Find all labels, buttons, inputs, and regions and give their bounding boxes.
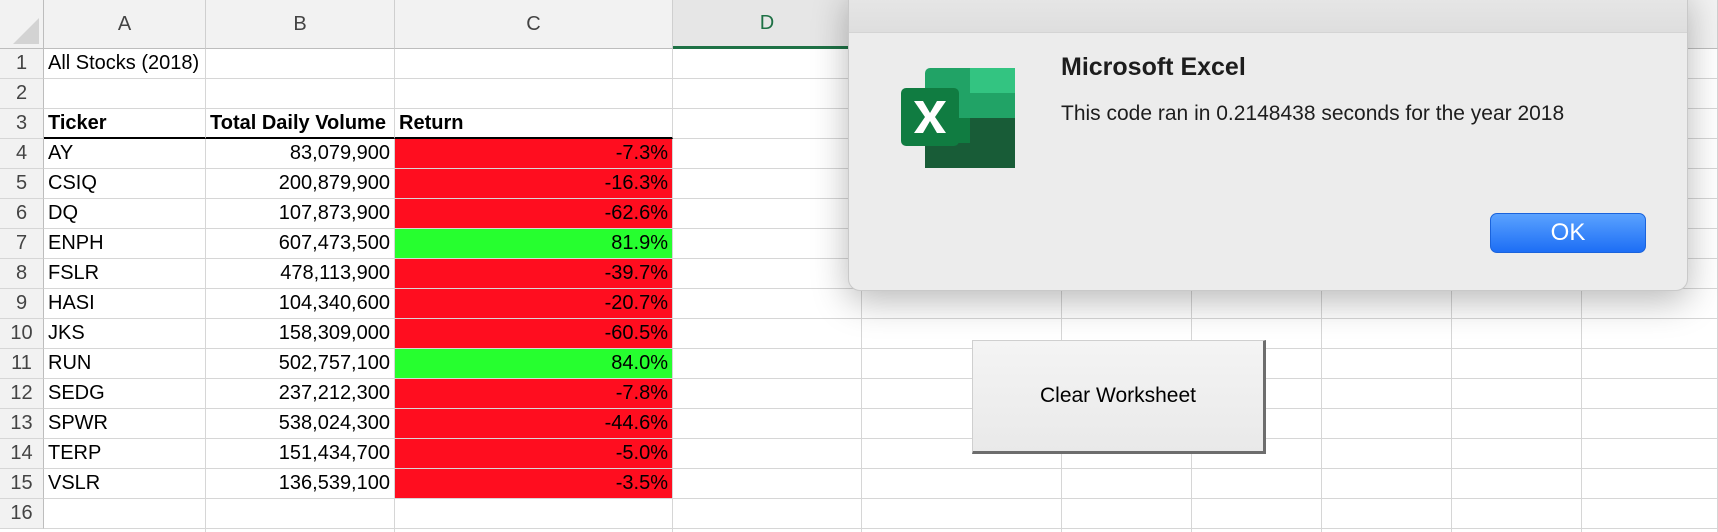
row-header[interactable]: 11 (0, 349, 44, 379)
row-header[interactable]: 13 (0, 409, 44, 439)
column-header-a[interactable]: A (44, 0, 206, 49)
volume-cell[interactable]: 151,434,700 (206, 439, 395, 469)
gridline (44, 378, 1718, 379)
row-header[interactable]: 12 (0, 379, 44, 409)
row-header[interactable]: 1 (0, 49, 44, 79)
return-cell[interactable]: -62.6% (395, 199, 673, 229)
return-cell[interactable]: -3.5% (395, 469, 673, 499)
row-header[interactable]: 6 (0, 199, 44, 229)
dialog-titlebar (849, 0, 1687, 33)
return-cell[interactable]: -7.8% (395, 379, 673, 409)
ticker-cell[interactable]: RUN (44, 349, 206, 379)
row-header[interactable]: 9 (0, 289, 44, 319)
clear-worksheet-button[interactable]: Clear Worksheet (972, 340, 1266, 454)
gridline (44, 408, 1718, 409)
cell-a1-title[interactable]: All Stocks (2018) (44, 49, 206, 79)
column-header-c[interactable]: C (395, 0, 673, 49)
return-cell[interactable]: -20.7% (395, 289, 673, 319)
volume-cell[interactable]: 158,309,000 (206, 319, 395, 349)
ticker-cell[interactable]: ENPH (44, 229, 206, 259)
gridline (44, 318, 1718, 319)
ok-button[interactable]: OK (1490, 213, 1646, 253)
dialog-message: This code ran in 0.2148438 seconds for t… (1061, 102, 1565, 125)
volume-cell[interactable]: 607,473,500 (206, 229, 395, 259)
ticker-cell[interactable]: HASI (44, 289, 206, 319)
gridline (44, 438, 1718, 439)
excel-logo-icon (901, 68, 1015, 168)
ticker-cell[interactable]: SEDG (44, 379, 206, 409)
ticker-cell[interactable]: SPWR (44, 409, 206, 439)
column-header-d[interactable]: D (673, 0, 862, 49)
row-header[interactable]: 5 (0, 169, 44, 199)
volume-cell[interactable]: 538,024,300 (206, 409, 395, 439)
gridline (44, 348, 1718, 349)
row-header[interactable]: 16 (0, 499, 44, 529)
ticker-cell[interactable]: DQ (44, 199, 206, 229)
gridline (44, 498, 1718, 499)
volume-cell[interactable]: 104,340,600 (206, 289, 395, 319)
header-return[interactable]: Return (395, 109, 673, 139)
select-all-corner[interactable] (0, 0, 44, 49)
row-header[interactable]: 4 (0, 139, 44, 169)
row-header[interactable]: 15 (0, 469, 44, 499)
gridline (44, 528, 1718, 529)
ticker-cell[interactable]: CSIQ (44, 169, 206, 199)
header-total-daily-volume[interactable]: Total Daily Volume (206, 109, 395, 139)
volume-cell[interactable]: 502,757,100 (206, 349, 395, 379)
return-cell[interactable]: 81.9% (395, 229, 673, 259)
header-ticker[interactable]: Ticker (44, 109, 206, 139)
dialog-title: Microsoft Excel (1061, 53, 1246, 81)
volume-cell[interactable]: 136,539,100 (206, 469, 395, 499)
return-cell[interactable]: -5.0% (395, 439, 673, 469)
volume-cell[interactable]: 478,113,900 (206, 259, 395, 289)
row-header[interactable]: 3 (0, 109, 44, 139)
ticker-cell[interactable]: JKS (44, 319, 206, 349)
ticker-cell[interactable]: TERP (44, 439, 206, 469)
ticker-cell[interactable]: AY (44, 139, 206, 169)
return-cell[interactable]: -60.5% (395, 319, 673, 349)
return-cell[interactable]: -7.3% (395, 139, 673, 169)
volume-cell[interactable]: 200,879,900 (206, 169, 395, 199)
row-header[interactable]: 8 (0, 259, 44, 289)
ticker-cell[interactable]: VSLR (44, 469, 206, 499)
return-cell[interactable]: -44.6% (395, 409, 673, 439)
column-header-b[interactable]: B (206, 0, 395, 49)
volume-cell[interactable]: 83,079,900 (206, 139, 395, 169)
volume-cell[interactable]: 237,212,300 (206, 379, 395, 409)
volume-cell[interactable]: 107,873,900 (206, 199, 395, 229)
return-cell[interactable]: 84.0% (395, 349, 673, 379)
ticker-cell[interactable]: FSLR (44, 259, 206, 289)
row-header[interactable]: 14 (0, 439, 44, 469)
return-cell[interactable]: -16.3% (395, 169, 673, 199)
return-cell[interactable]: -39.7% (395, 259, 673, 289)
alert-dialog: Microsoft Excel This code ran in 0.21484… (848, 0, 1688, 291)
row-header[interactable]: 2 (0, 79, 44, 109)
row-header[interactable]: 7 (0, 229, 44, 259)
row-header[interactable]: 10 (0, 319, 44, 349)
gridline (44, 468, 1718, 469)
